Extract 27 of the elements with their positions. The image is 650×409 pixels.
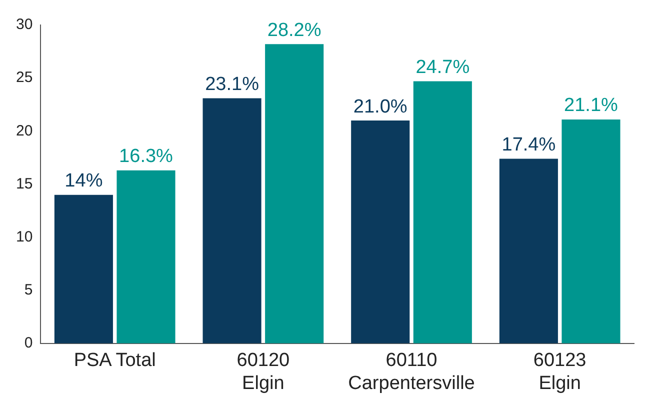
y-tick-label: 15 <box>16 175 33 192</box>
data-label: 28.2% <box>267 20 322 41</box>
bar <box>202 98 262 344</box>
data-label: 23.1% <box>205 74 260 95</box>
bar <box>413 81 472 344</box>
bar <box>54 194 113 344</box>
x-tick-label: 60110 Carpentersville <box>348 350 475 394</box>
data-label: 21.0% <box>353 96 408 118</box>
data-label: 14% <box>64 170 103 192</box>
y-tick-label: 5 <box>24 281 33 298</box>
y-tick-label: 25 <box>16 69 33 86</box>
x-tick-label: 60123 Elgin <box>533 350 586 394</box>
bar <box>351 120 410 344</box>
bar <box>116 170 176 344</box>
data-label: 21.1% <box>564 95 618 116</box>
y-tick-label: 10 <box>16 228 33 246</box>
y-tick-label: 30 <box>16 16 33 34</box>
data-label: 16.3% <box>119 146 174 168</box>
bar <box>562 119 620 344</box>
x-tick-label: PSA Total <box>74 350 156 372</box>
y-tick-label: 0 <box>24 334 33 352</box>
y-tick-label: 20 <box>16 122 33 140</box>
bar <box>499 158 558 344</box>
data-label: 24.7% <box>416 56 470 78</box>
x-tick-label: 60120 Elgin <box>236 350 290 394</box>
data-label: 17.4% <box>502 134 556 156</box>
bar <box>265 44 324 344</box>
